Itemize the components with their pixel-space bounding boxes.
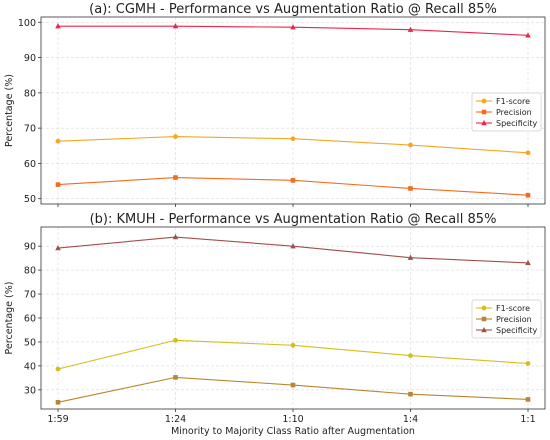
data-point [55, 399, 61, 405]
data-point [525, 32, 531, 38]
data-point [55, 23, 61, 29]
legend-label: Precision [496, 108, 532, 117]
legend-label: F1-score [496, 304, 530, 313]
data-point [55, 245, 61, 251]
data-point [525, 150, 531, 156]
data-point [290, 382, 296, 388]
data-point [407, 254, 414, 260]
data-point [173, 375, 178, 380]
data-point [525, 397, 531, 402]
y-tick-label: 50 [24, 337, 36, 348]
y-tick-label: 80 [24, 266, 36, 277]
series-specificity [55, 23, 531, 38]
data-point [172, 23, 179, 29]
data-point [408, 391, 413, 397]
legend-marker [481, 120, 487, 126]
y-tick-label: 60 [24, 159, 36, 170]
data-point [525, 192, 531, 198]
y-tick-label: 50 [24, 194, 36, 205]
y-tick-label: 90 [24, 242, 36, 253]
data-point [407, 26, 414, 32]
data-point [408, 186, 413, 191]
chart-title: (b): KMUH - Performance vs Augmentation … [90, 212, 497, 227]
legend-marker [481, 98, 487, 104]
data-point [408, 353, 413, 358]
legend: F1-score Precision Specificity [471, 299, 542, 339]
legend: F1-score Precision Specificity [471, 92, 542, 132]
y-tick-label: 70 [24, 124, 36, 135]
y-tick-label: 30 [24, 385, 36, 396]
chart-panel-1: (a): CGMH - Performance vs Augmentation … [4, 2, 546, 207]
legend-box [471, 92, 542, 132]
data-point [55, 138, 61, 144]
y-tick-label: 40 [24, 361, 36, 372]
series-precision [55, 375, 531, 405]
data-point [290, 24, 296, 30]
series-f1-score [55, 337, 531, 372]
data-point [290, 342, 296, 348]
x-tick-label: 1:4 [403, 414, 418, 425]
legend-marker [481, 109, 487, 115]
x-tick-label: 1:24 [165, 414, 186, 425]
y-axis-label: Percentage (%) [4, 282, 15, 355]
legend-label: Precision [496, 315, 532, 324]
y-tick-label: 60 [24, 314, 36, 325]
x-tick-label: 1:10 [282, 414, 303, 425]
y-tick-label: 70 [24, 290, 36, 301]
data-point [408, 142, 413, 148]
series-precision [55, 175, 531, 198]
legend-marker [481, 305, 487, 311]
data-point [172, 234, 179, 240]
data-point [173, 134, 178, 140]
series-f1-score [55, 134, 531, 156]
x-axis-label: Minority to Majority Class Ratio after A… [171, 426, 415, 437]
x-tick-label: 1:1 [520, 414, 535, 425]
data-point [290, 136, 296, 142]
data-point [55, 182, 61, 187]
data-point [173, 337, 178, 343]
data-point [55, 366, 61, 372]
y-axis-label: Percentage (%) [4, 74, 15, 147]
plot-area [40, 16, 546, 205]
y-tick-label: 80 [24, 88, 36, 99]
legend-marker [481, 316, 487, 322]
chart-panel-2: (b): KMUH - Performance vs Augmentation … [4, 212, 546, 437]
y-tick-label: 100 [18, 18, 36, 29]
data-point [173, 175, 178, 180]
legend-marker [481, 327, 487, 333]
chart-title: (a): CGMH - Performance vs Augmentation … [89, 2, 497, 17]
y-tick-label: 90 [24, 53, 36, 64]
data-point [525, 361, 531, 366]
x-tick-label: 1:59 [47, 414, 68, 425]
legend-label: Specificity [496, 326, 537, 335]
legend-label: Specificity [496, 119, 537, 128]
legend-box [471, 299, 542, 339]
series-specificity [55, 234, 531, 266]
data-point [525, 259, 531, 266]
data-point [290, 178, 296, 183]
legend-label: F1-score [496, 97, 530, 106]
data-point [290, 243, 296, 249]
